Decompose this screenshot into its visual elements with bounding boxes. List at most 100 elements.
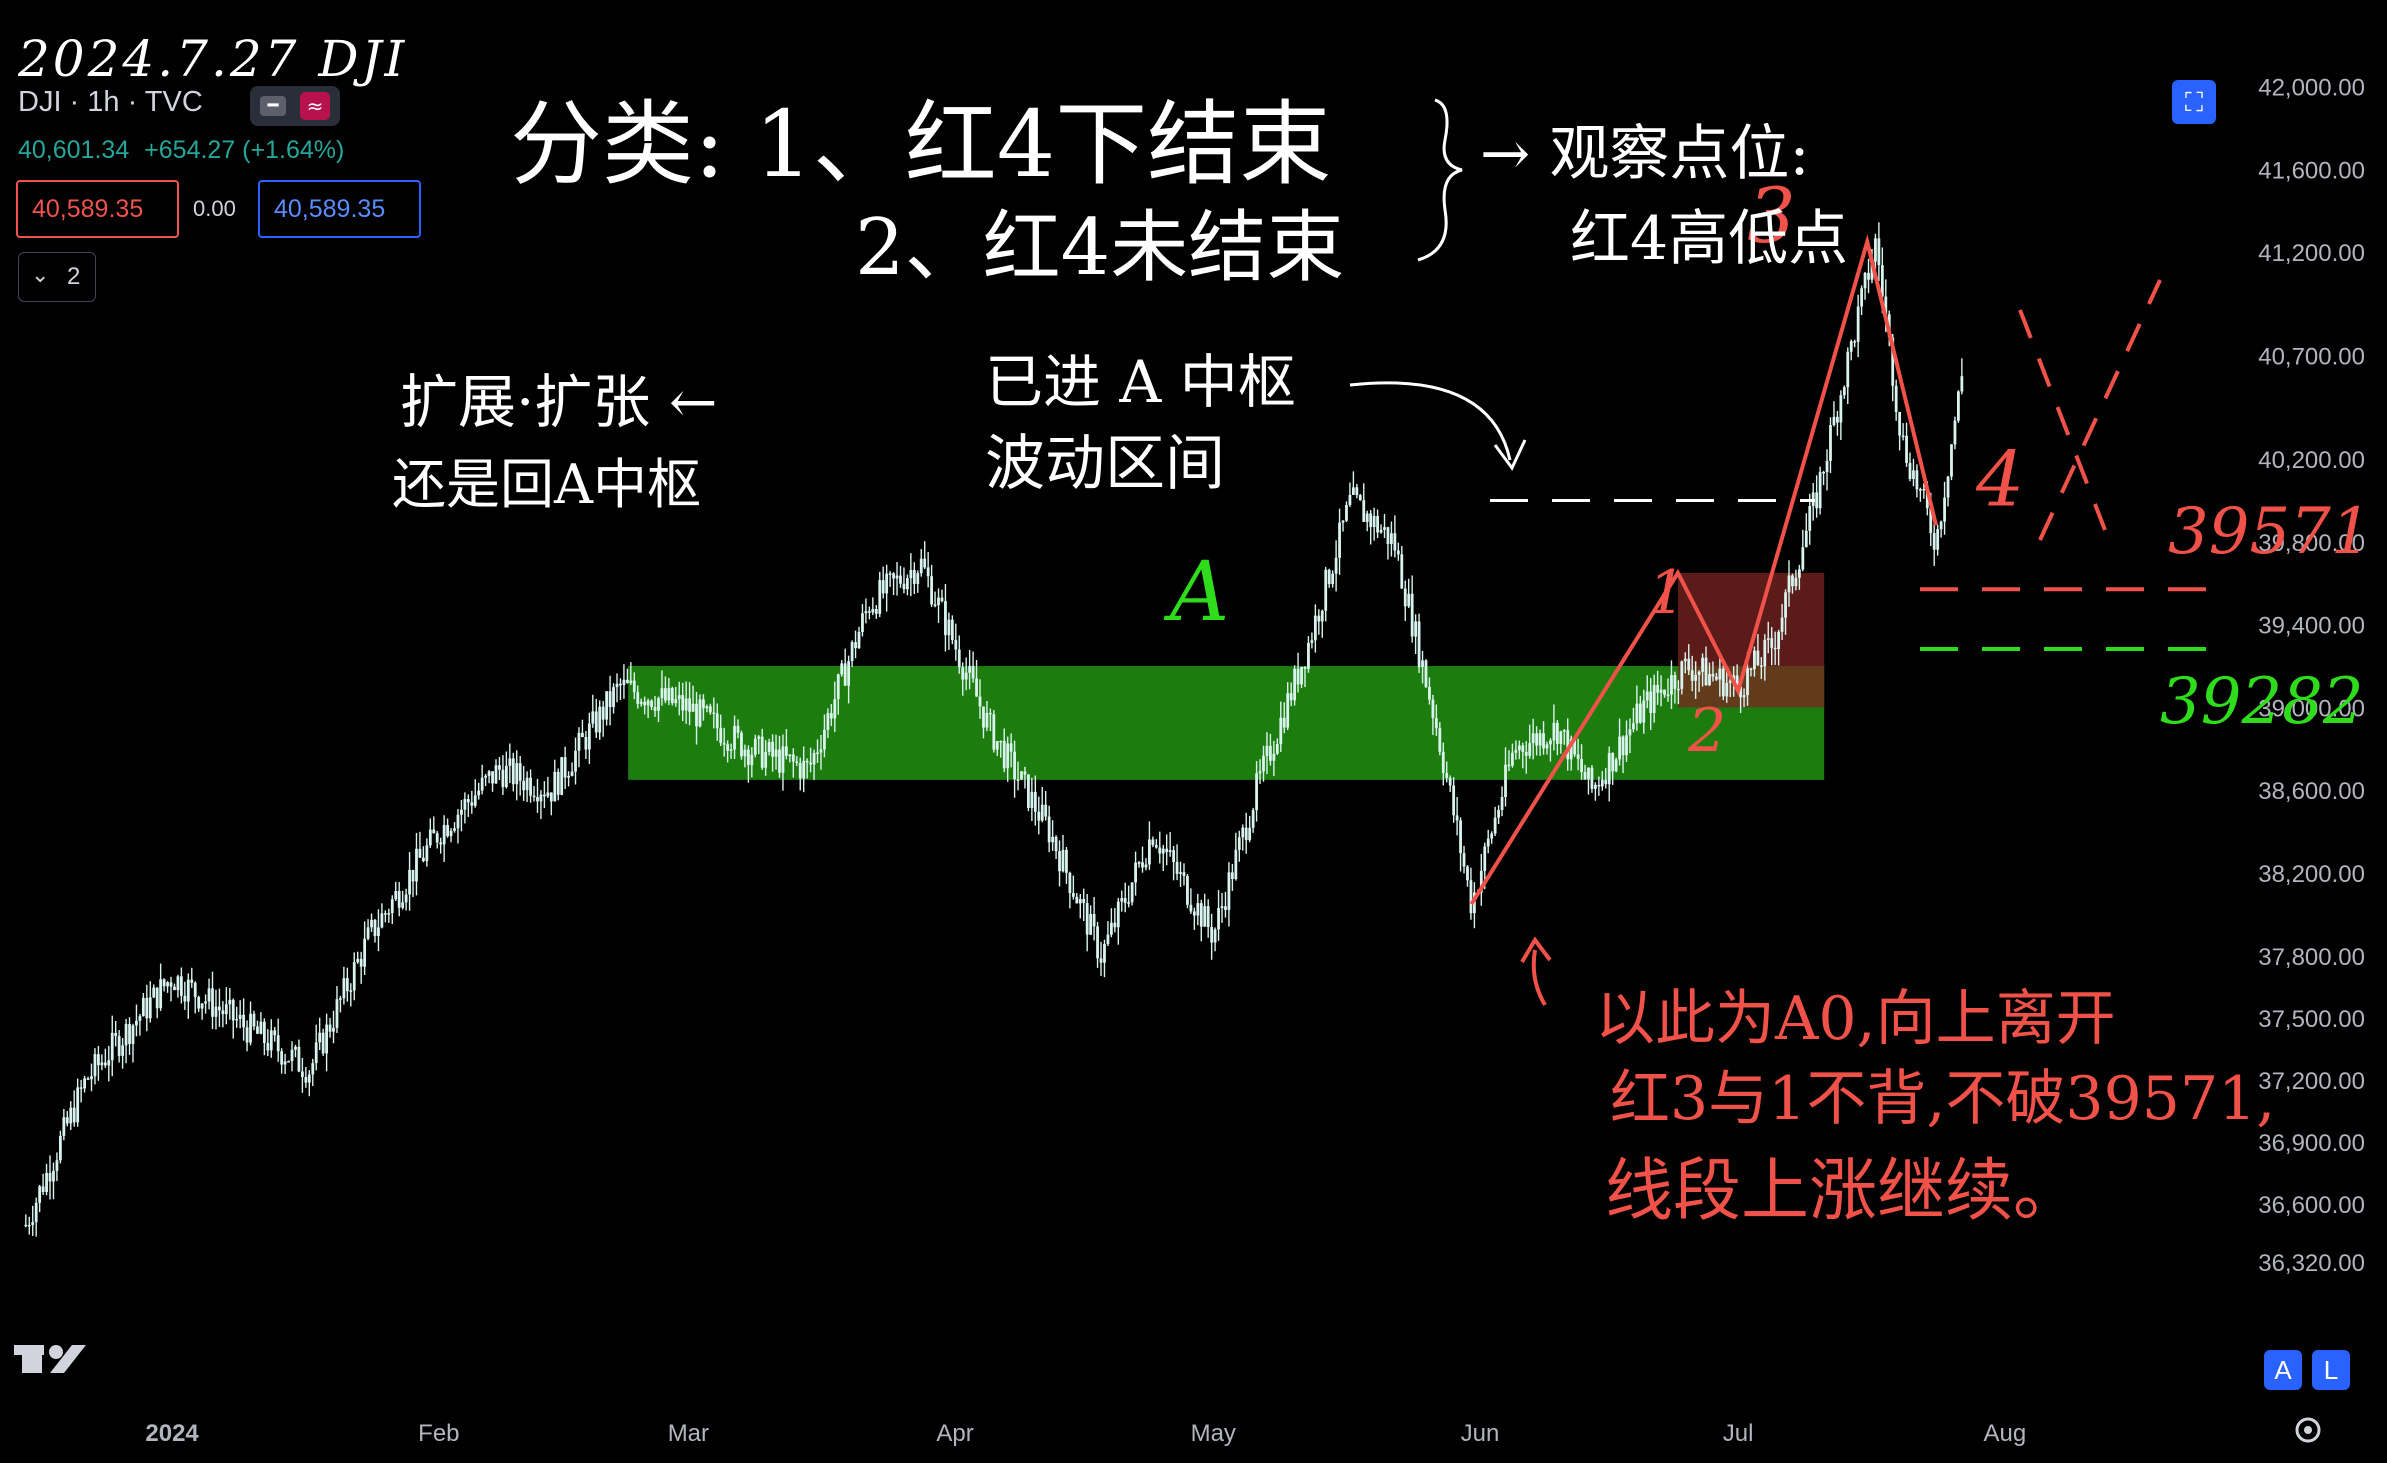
x-tick-label: Feb xyxy=(418,1420,459,1447)
candle-body xyxy=(359,958,363,967)
candle-body xyxy=(1784,592,1787,618)
candle-body xyxy=(1403,588,1407,607)
candle-body xyxy=(325,1024,328,1054)
symbol-toggle[interactable]: ━ ≈ xyxy=(250,86,340,126)
candle-body xyxy=(1393,533,1397,551)
candle-body xyxy=(207,988,211,1002)
candle-body xyxy=(1891,337,1895,386)
candle-body xyxy=(256,1026,259,1034)
candle-body xyxy=(283,1061,287,1065)
indicators-toggle[interactable]: ⌄ 2 xyxy=(18,252,96,302)
candle-body xyxy=(1670,675,1673,695)
time-axis[interactable]: 2024 Feb Mar Apr May Jun Jul Aug xyxy=(145,1420,2026,1447)
candle-body xyxy=(1825,460,1829,472)
candle-body xyxy=(708,706,712,713)
candle-body xyxy=(466,799,470,803)
candle-body xyxy=(1632,723,1635,730)
candle-body xyxy=(1645,691,1649,701)
candle-body xyxy=(1462,853,1466,867)
candle-body xyxy=(1756,650,1760,666)
candle-body xyxy=(1742,695,1746,698)
candle-body xyxy=(1293,668,1297,701)
candle-body xyxy=(276,1035,280,1052)
candle-body xyxy=(1939,521,1943,530)
candle-body xyxy=(798,763,802,779)
candle-body xyxy=(76,1087,80,1123)
candle-body xyxy=(1597,784,1601,787)
candle-body xyxy=(985,712,989,728)
candle-body xyxy=(1587,767,1590,780)
candle-body xyxy=(1708,673,1711,686)
note-line-3: 线段上涨继续。 xyxy=(1605,1152,2082,1231)
log-scale-button[interactable]: L xyxy=(2312,1350,2350,1390)
x-tick-label: Apr xyxy=(936,1420,973,1447)
candle-body xyxy=(415,848,418,882)
candle-body xyxy=(785,746,788,756)
candle-body xyxy=(726,744,730,751)
candle-body xyxy=(1666,694,1670,697)
candle-body xyxy=(1943,497,1946,522)
y-tick-label: 37,800.00 xyxy=(2258,944,2365,971)
candle-body xyxy=(1334,557,1338,574)
candle-body xyxy=(843,663,847,686)
sell-button[interactable]: 40,589.35 xyxy=(16,180,179,238)
candle-body xyxy=(1863,272,1867,289)
candle-body xyxy=(1279,717,1283,745)
candle-body xyxy=(1504,764,1507,797)
price-axis[interactable]: 42,000.00 41,600.00 41,200.00 40,700.00 40,2… xyxy=(2258,75,2365,1277)
candle-body xyxy=(1303,666,1307,669)
y-tick-label: 38,600.00 xyxy=(2258,778,2365,805)
candle-body xyxy=(1524,751,1528,756)
candle-body xyxy=(1569,738,1573,760)
candle-body xyxy=(667,687,671,701)
auto-scale-button[interactable]: A xyxy=(2264,1350,2302,1390)
candle-body xyxy=(1583,771,1587,780)
zone-a-label: A xyxy=(1170,545,1230,640)
candle-body xyxy=(421,857,425,862)
x-tick-label: Mar xyxy=(668,1420,709,1447)
candles-layer xyxy=(24,222,1964,1237)
candle-body xyxy=(1383,527,1386,530)
gear-icon[interactable] xyxy=(2295,1417,2321,1443)
fullscreen-icon[interactable]: ⛶ xyxy=(2172,80,2216,124)
candle-body xyxy=(1414,621,1418,637)
candle-body xyxy=(138,1016,142,1021)
candle-body xyxy=(1801,547,1805,570)
candle-body xyxy=(646,700,650,706)
level-lower-label: 39282 xyxy=(2160,665,2364,739)
tradingview-logo-icon[interactable] xyxy=(14,1345,86,1373)
candle-body xyxy=(1065,849,1068,873)
candle-body xyxy=(1559,731,1563,744)
candle-body xyxy=(1711,673,1715,677)
candle-body xyxy=(1002,740,1006,769)
candle-body xyxy=(121,1045,125,1056)
candle-body xyxy=(574,750,577,772)
candle-body xyxy=(598,706,602,733)
candle-body xyxy=(235,1018,239,1021)
candle-body xyxy=(193,982,197,998)
candle-body xyxy=(1251,810,1255,828)
candle-body xyxy=(1317,615,1321,622)
candle-body xyxy=(1538,733,1542,746)
buy-button[interactable]: 40,589.35 xyxy=(258,180,421,238)
candle-body xyxy=(916,573,920,584)
candle-body xyxy=(698,699,702,727)
candle-body xyxy=(881,580,885,594)
candle-body xyxy=(266,1042,270,1051)
candle-body xyxy=(688,698,692,712)
candle-body xyxy=(895,575,899,579)
candle-body xyxy=(1230,872,1234,880)
candle-body xyxy=(1227,872,1231,910)
candle-body xyxy=(155,987,159,1009)
candle-body xyxy=(439,842,443,845)
candle-body xyxy=(653,707,657,711)
candle-body xyxy=(110,1032,114,1061)
candle-body xyxy=(878,580,882,614)
candle-body xyxy=(1880,265,1884,297)
candle-body xyxy=(971,665,975,679)
symbol-label[interactable]: DJI · 1h · TVC xyxy=(18,86,203,118)
observe-line-1: → 观察点位: xyxy=(1480,119,1810,189)
candle-body xyxy=(1763,639,1767,667)
candle-body xyxy=(83,1078,86,1089)
